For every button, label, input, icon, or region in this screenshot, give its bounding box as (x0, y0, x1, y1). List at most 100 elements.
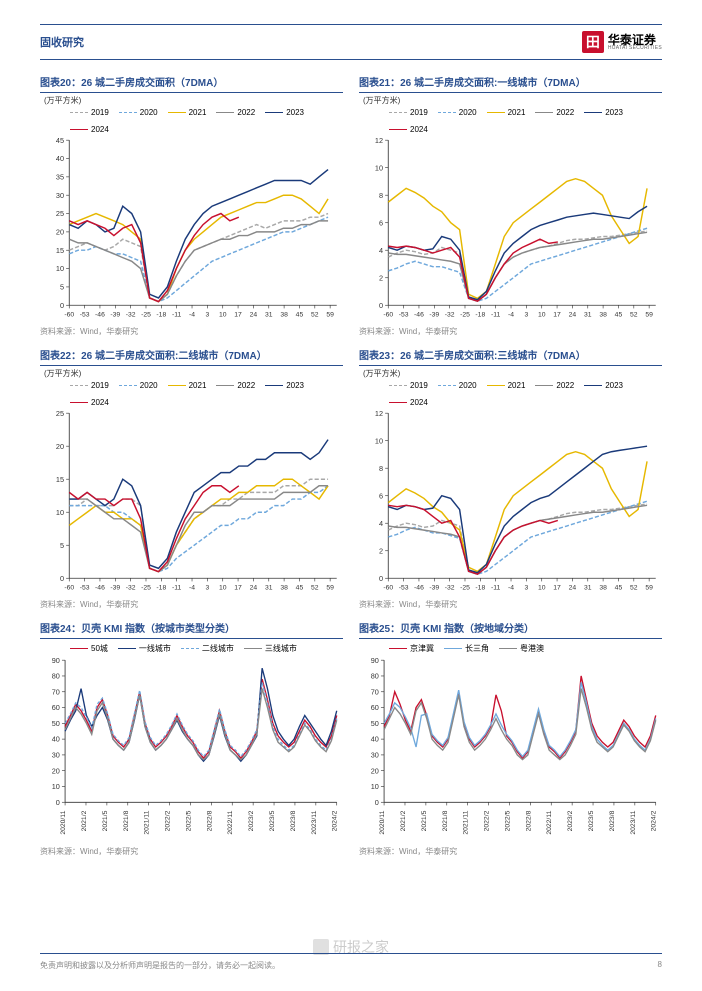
company-logo: ⽥ 华泰证券 HUATAI SECURITIES (582, 31, 662, 53)
svg-text:2024/2: 2024/2 (651, 811, 658, 832)
svg-text:-46: -46 (95, 312, 105, 319)
y-axis-label: (万平方米) (359, 368, 662, 379)
svg-text:-60: -60 (64, 585, 74, 592)
svg-text:3: 3 (205, 585, 209, 592)
svg-text:45: 45 (615, 585, 623, 592)
svg-text:2021/5: 2021/5 (102, 811, 109, 832)
legend-item: 2024 (70, 398, 109, 407)
legend: 201920202021202220232024 (359, 379, 662, 409)
legend-item: 2024 (389, 125, 428, 134)
svg-text:-32: -32 (126, 312, 136, 319)
legend-item: 2019 (70, 381, 109, 390)
chart-svg: 024681012-60-53-46-39-32-25-18-11-431017… (359, 409, 662, 597)
svg-text:2020/11: 2020/11 (60, 811, 67, 835)
svg-text:24: 24 (250, 312, 258, 319)
svg-text:0: 0 (379, 301, 383, 310)
svg-text:3: 3 (205, 312, 209, 319)
svg-text:10: 10 (52, 782, 60, 791)
svg-text:24: 24 (569, 312, 577, 319)
svg-text:6: 6 (379, 491, 383, 500)
svg-text:2023/8: 2023/8 (290, 811, 297, 832)
svg-text:2021/11: 2021/11 (463, 811, 470, 835)
chart-source: 资料来源：Wind，华泰研究 (40, 599, 343, 610)
svg-text:4: 4 (379, 519, 383, 528)
svg-text:-53: -53 (399, 585, 409, 592)
svg-text:20: 20 (371, 766, 379, 775)
legend-item: 2019 (389, 108, 428, 117)
svg-text:8: 8 (379, 464, 383, 473)
svg-text:17: 17 (553, 585, 561, 592)
svg-text:-60: -60 (383, 312, 393, 319)
chart-title: 图表24：贝壳 KMI 指数（按城市类型分类） (40, 620, 343, 639)
legend-item: 2021 (487, 108, 526, 117)
chart-svg: 0510152025-60-53-46-39-32-25-18-11-43101… (40, 409, 343, 597)
svg-text:20: 20 (52, 766, 60, 775)
legend-item: 50城 (70, 643, 108, 654)
svg-text:2022/11: 2022/11 (227, 811, 234, 835)
legend-item: 2021 (168, 108, 207, 117)
svg-text:45: 45 (615, 312, 623, 319)
legend-item: 2020 (119, 381, 158, 390)
svg-text:2023/11: 2023/11 (311, 811, 318, 835)
svg-text:2023/5: 2023/5 (269, 811, 276, 832)
legend-item: 2022 (535, 381, 574, 390)
chart-21: 图表21：26 城二手房成交面积:一线城市（7DMA） (万平方米) 20192… (359, 74, 662, 337)
chart-source: 资料来源：Wind，华泰研究 (359, 326, 662, 337)
svg-text:-11: -11 (172, 585, 182, 592)
svg-text:-53: -53 (80, 585, 90, 592)
svg-text:5: 5 (60, 283, 64, 292)
charts-grid: 图表20：26 城二手房成交面积（7DMA） (万平方米) 2019202020… (40, 74, 662, 857)
svg-text:2020/11: 2020/11 (379, 811, 386, 835)
section-title: 固收研究 (40, 34, 84, 50)
svg-text:10: 10 (56, 508, 64, 517)
legend-item: 2022 (216, 108, 255, 117)
svg-text:31: 31 (584, 585, 592, 592)
page-number: 8 (658, 960, 662, 971)
svg-text:-60: -60 (64, 312, 74, 319)
chart-svg: 01020304050607080902020/112021/22021/520… (40, 656, 343, 844)
chart-23: 图表23：26 城二手房成交面积:三线城市（7DMA） (万平方米) 20192… (359, 347, 662, 610)
svg-text:-53: -53 (399, 312, 409, 319)
legend-item: 2023 (265, 381, 304, 390)
svg-text:2023/2: 2023/2 (567, 811, 574, 832)
svg-text:80: 80 (52, 672, 60, 681)
svg-text:0: 0 (375, 798, 379, 807)
legend: 京津冀长三角粤港澳 (359, 641, 662, 656)
legend-item: 2022 (535, 108, 574, 117)
chart-title: 图表20：26 城二手房成交面积（7DMA） (40, 74, 343, 93)
svg-text:12: 12 (375, 136, 383, 145)
chart-svg: 01020304050607080902020/112021/22021/520… (359, 656, 662, 844)
svg-text:52: 52 (311, 312, 319, 319)
svg-text:10: 10 (538, 312, 546, 319)
legend-item: 2021 (487, 381, 526, 390)
svg-text:-4: -4 (189, 585, 195, 592)
chart-source: 资料来源：Wind，华泰研究 (359, 599, 662, 610)
svg-text:-25: -25 (141, 312, 151, 319)
svg-text:3: 3 (524, 585, 528, 592)
legend-item: 2020 (438, 108, 477, 117)
svg-text:2021/8: 2021/8 (442, 811, 449, 832)
y-axis-label: (万平方米) (40, 95, 343, 106)
svg-text:2022/2: 2022/2 (165, 811, 172, 832)
svg-text:17: 17 (553, 312, 561, 319)
svg-text:2021/11: 2021/11 (144, 811, 151, 835)
chart-source: 资料来源：Wind，华泰研究 (40, 326, 343, 337)
svg-text:70: 70 (52, 687, 60, 696)
svg-text:52: 52 (311, 585, 319, 592)
legend: 50城一线城市二线城市三线城市 (40, 641, 343, 656)
svg-text:90: 90 (52, 656, 60, 665)
svg-text:-39: -39 (110, 312, 120, 319)
svg-text:2023/2: 2023/2 (248, 811, 255, 832)
svg-text:2021/5: 2021/5 (421, 811, 428, 832)
svg-text:2024/2: 2024/2 (332, 811, 339, 832)
svg-text:59: 59 (645, 585, 653, 592)
legend-item: 2021 (168, 381, 207, 390)
legend-item: 2022 (216, 381, 255, 390)
svg-text:-25: -25 (460, 312, 470, 319)
svg-text:-32: -32 (445, 585, 455, 592)
svg-text:40: 40 (52, 735, 60, 744)
legend-item: 2024 (70, 125, 109, 134)
svg-text:45: 45 (56, 136, 64, 145)
page-header: 固收研究 ⽥ 华泰证券 HUATAI SECURITIES (40, 24, 662, 60)
svg-text:2021/8: 2021/8 (123, 811, 130, 832)
